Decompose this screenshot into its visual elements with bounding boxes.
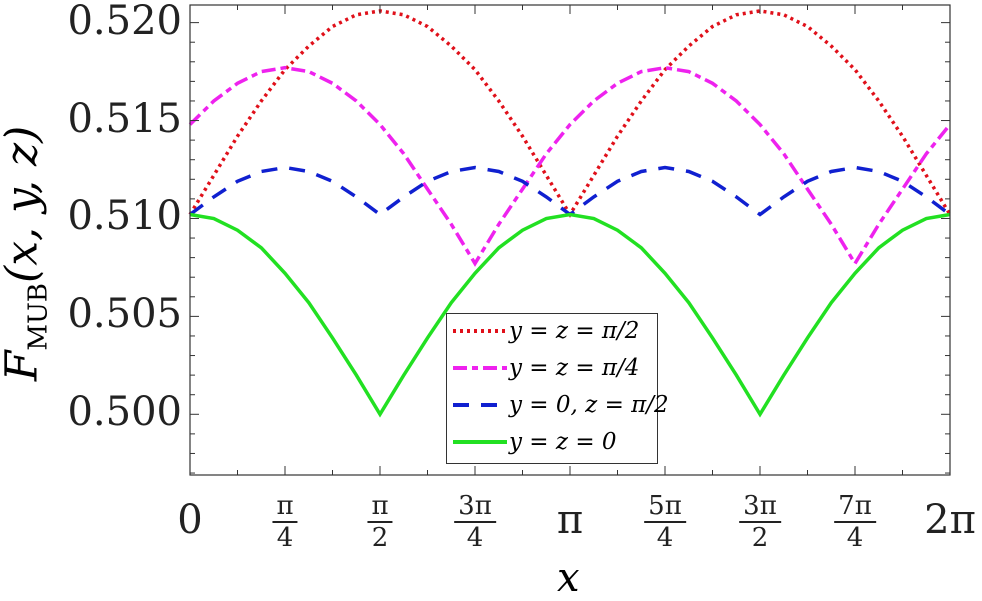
legend-label: y = z = 0 (509, 429, 617, 455)
legend-label: y = z = π/2 (509, 318, 640, 344)
x-tick-label: 5π 4 (644, 492, 686, 554)
x-tick-numerator: π (272, 492, 298, 523)
x-tick-denominator: 2 (751, 522, 769, 553)
x-tick-denominator: 4 (466, 522, 484, 553)
x-tick-denominator: 2 (371, 522, 389, 553)
y-axis-title-sub: MUB (23, 282, 54, 351)
x-axis-title: x (557, 555, 580, 601)
x-tick-label: 3π 4 (454, 492, 496, 554)
y-tick-label: 0.515 (67, 95, 182, 142)
y-axis-title-main: F (0, 350, 48, 382)
x-tick-label: 3π 2 (739, 492, 781, 554)
y-tick-label: 0.505 (67, 291, 182, 338)
x-tick-label: 0 (177, 497, 203, 543)
legend-entry: y = z = 0 (451, 429, 617, 455)
x-tick-numerator: 3π (454, 492, 496, 523)
legend-swatch (453, 366, 507, 370)
x-tick-numerator: 5π (644, 492, 686, 523)
legend-swatch (453, 329, 507, 333)
x-tick-label: π (556, 497, 584, 543)
series-line-3 (189, 212, 951, 418)
series-line-2 (188, 165, 952, 217)
legend-entry: y = z = π/4 (451, 355, 639, 381)
x-tick-numerator: π (367, 492, 393, 523)
y-tick-label: 0.500 (67, 389, 182, 436)
y-axis-title-args: (x, y, z) (0, 125, 48, 283)
x-tick-numerator: 3π (739, 492, 781, 523)
legend-label: y = z = π/4 (509, 355, 640, 381)
series-line-0 (188, 9, 952, 218)
legend: y = z = π/2 y = z = π/4 y = 0, z = π/2 y = … (446, 313, 669, 464)
x-tick-denominator: 4 (846, 522, 864, 553)
legend-entry: y = z = π/2 (451, 318, 639, 344)
y-tick-label: 0.510 (67, 193, 182, 240)
legend-entry: y = 0, z = π/2 (451, 392, 669, 418)
y-axis-title: FMUB(x, y, z) (0, 123, 53, 383)
x-tick-label: 2π (924, 497, 976, 543)
x-tick-label: 7π 4 (834, 492, 876, 554)
x-tick-denominator: 4 (276, 522, 294, 553)
legend-label: y = 0, z = π/2 (509, 392, 669, 418)
legend-swatch (453, 440, 507, 444)
series-line-1 (188, 65, 952, 267)
x-tick-numerator: 7π (834, 492, 876, 523)
x-tick-denominator: 4 (656, 522, 674, 553)
legend-swatch (453, 403, 507, 407)
y-tick-label: 0.520 (67, 0, 182, 44)
